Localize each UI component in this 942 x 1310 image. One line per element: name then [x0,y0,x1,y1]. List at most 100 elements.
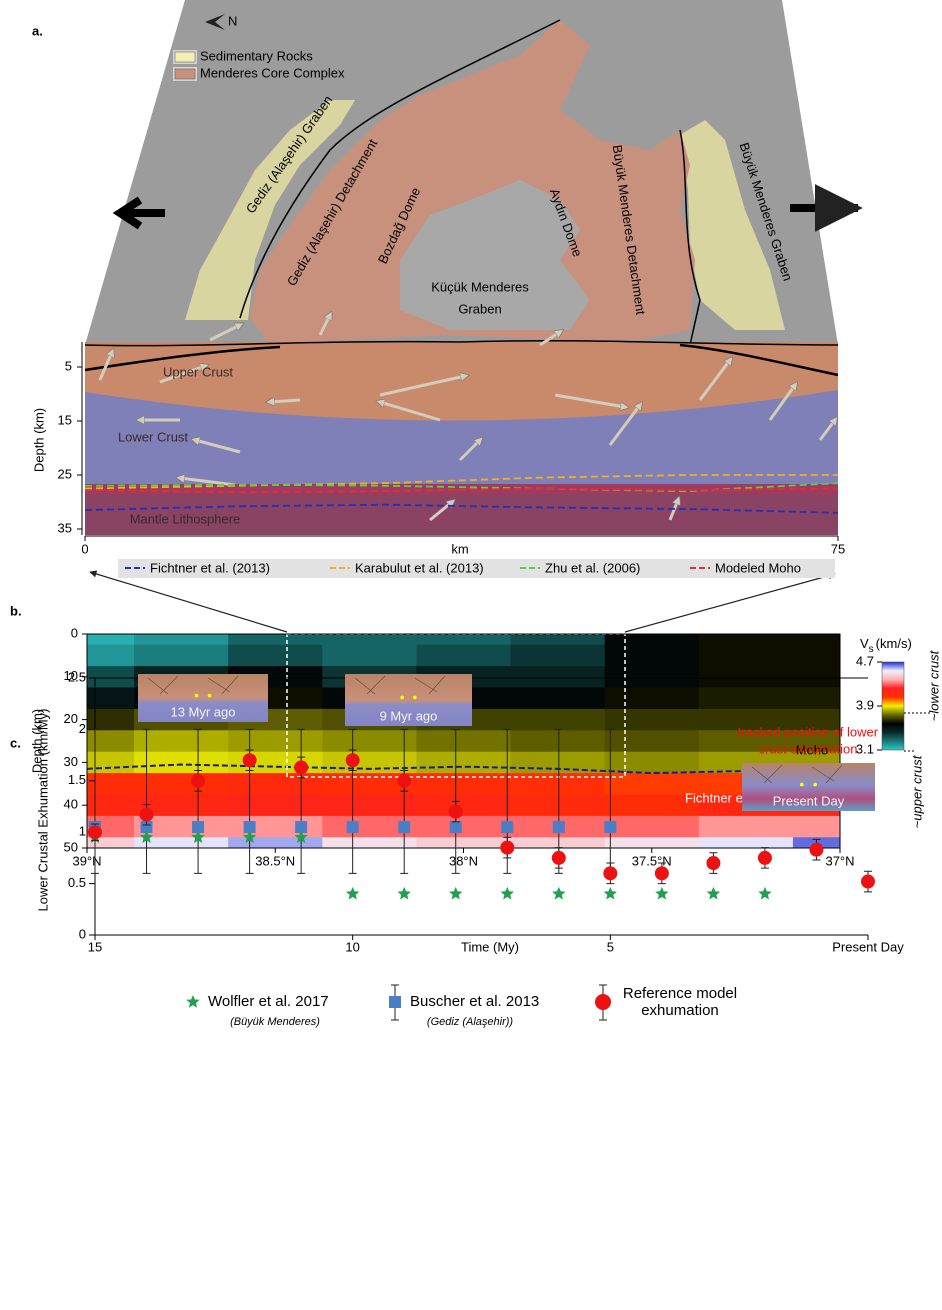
inset-image [742,763,875,811]
square-marker [192,821,205,834]
legend-label: Wolfler et al. 2017 [208,993,329,1010]
heat-cell [604,708,700,731]
heat-cell [228,634,323,646]
star-marker [449,886,463,900]
heat-cell [416,773,512,795]
map-label: Küçük Menderes [431,279,529,294]
error-bar [91,728,99,874]
inset-faults [354,675,446,695]
square-marker [552,821,565,834]
inset-label: Present Day [773,793,845,808]
heat-cell [698,644,794,667]
velocity-arrows [98,315,835,522]
circle-marker [809,842,824,857]
heat-cell [792,634,840,646]
legend-label: Reference model exhumation [622,985,738,1019]
circle-marker [139,807,154,822]
star-marker [758,886,772,900]
circle-marker [757,850,772,865]
heat-cell [87,730,135,753]
heat-cell [604,634,700,646]
heat-cell [322,815,417,838]
heat-cell [510,773,606,795]
heat-cell [228,644,323,667]
heat-cell [87,634,135,646]
circle-marker [448,804,463,819]
colorbar-tick-label: 4.7 [856,653,874,668]
y-axis-label: Depth (km) [29,709,44,773]
y-tick-label: 35 [58,520,72,535]
x-tick-label: 37°N [825,853,854,868]
layer-label: Upper Crust [163,364,233,379]
star-marker [397,886,411,900]
heat-cell [510,837,606,848]
inset-image [345,674,472,726]
moho-line [84,474,838,490]
x-tick-label: 39°N [72,853,101,868]
error-bar [142,728,151,874]
circle-marker [500,840,515,855]
x-tick-label: 0 [81,541,88,556]
y-tick-label: 2 [79,721,86,736]
circle-marker [191,773,206,788]
error-bar [400,728,409,874]
heat-cell [698,666,794,688]
colorbar-title: Vs (km/s) [860,636,912,654]
layer-label: Lower Crust [118,429,188,444]
circle-marker [551,850,566,865]
inset-marker [400,695,404,700]
y-tick-label: 50 [64,839,78,854]
annotation: tracked position of lower [738,724,879,739]
star-marker [294,830,308,843]
inset-marker [207,693,212,698]
colorbar [881,661,905,751]
heat-cell [87,794,135,817]
square-marker [346,821,359,834]
star-marker [500,886,514,900]
heat-cell [134,837,229,848]
colorbar-title-unit: (km/s) [876,636,912,651]
colorbar-title-subscript: s [869,644,874,655]
heat-cell [792,687,840,710]
map-label: Graben [458,301,501,316]
heat-cell [87,666,135,688]
heat-cell [510,666,606,688]
heat-cell [604,644,700,667]
legend-label: Menderes Core Complex [200,65,345,80]
x-tick-label: 38.5°N [255,853,295,868]
inset-faults [751,764,843,784]
square-marker [449,821,462,834]
heat-cell [87,837,135,848]
heat-cell [228,794,323,817]
inset-marker [800,782,804,787]
panel-label: c. [10,735,21,750]
heat-cell [134,634,229,646]
heat-cell [87,708,135,731]
heat-cell [604,815,700,838]
square-marker [295,821,308,834]
circle-marker [345,753,360,768]
circle-marker [603,866,618,881]
x-tick-label: 75 [831,541,845,556]
heat-cell [228,773,323,795]
heat-cell [228,837,323,848]
heat-cell [604,773,700,795]
heat-cell [416,815,512,838]
y-tick-label: 0 [71,625,78,640]
heat-cell [87,687,135,710]
y-tick-label: 0.5 [68,875,86,890]
legend-marker [186,995,200,1008]
heat-cell [792,708,840,731]
y-tick-label: 25 [58,466,72,481]
x-tick-label: 38°N [449,853,478,868]
legend-label: Buscher et al. 2013 [410,993,540,1010]
x-tick-label: 15 [88,939,102,954]
heat-cell [510,687,606,710]
heat-cell [604,794,700,817]
star-marker [655,886,669,900]
x-tick-label: 37.5°N [632,853,672,868]
x-tick-label: 10 [345,939,359,954]
heat-cell [134,773,229,795]
y-tick-label: 1.5 [68,772,86,787]
